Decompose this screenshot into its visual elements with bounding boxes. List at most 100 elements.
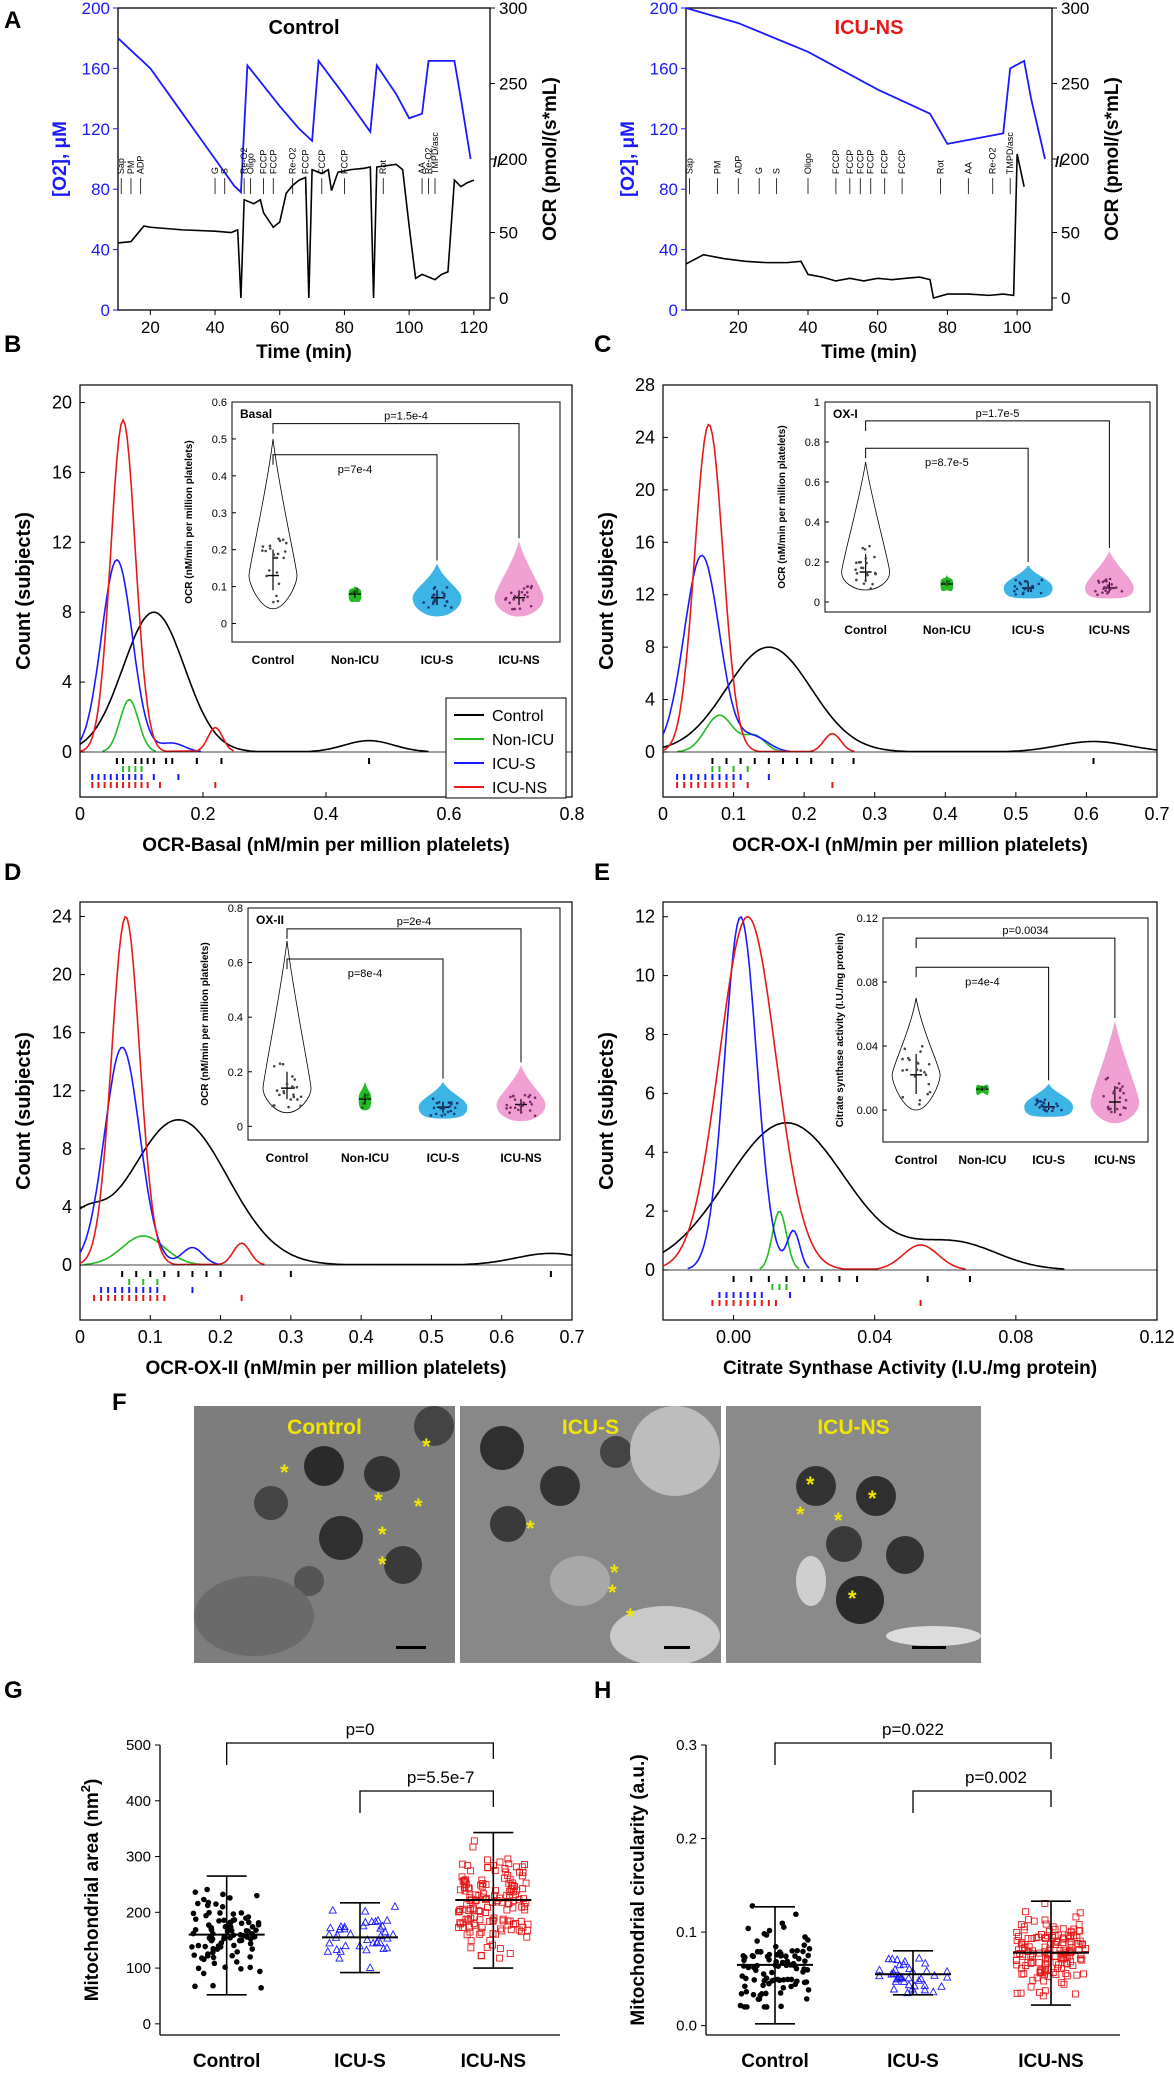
asterisk: * xyxy=(626,1604,635,1629)
violin-point xyxy=(434,1112,438,1116)
data-point xyxy=(325,1938,334,1947)
violin-point xyxy=(1043,1105,1047,1109)
data-point xyxy=(247,1964,253,1971)
violin-point xyxy=(1034,1103,1038,1106)
data-point xyxy=(521,1861,529,1869)
violin-point xyxy=(1101,580,1105,584)
data-point xyxy=(234,1949,240,1955)
data-point xyxy=(1057,1954,1065,1962)
significance-bracket xyxy=(915,966,1050,1081)
violin-point xyxy=(1023,579,1027,583)
violin-point xyxy=(854,568,857,571)
panel-a: A 20 40 60 80 100 120040801201602002002503000… xyxy=(4,0,1123,363)
data-point xyxy=(928,1987,938,1996)
data-point xyxy=(483,1943,491,1951)
data-point xyxy=(221,1917,227,1924)
scale-bar xyxy=(912,1646,946,1649)
y-tick-label: 500 xyxy=(126,1737,151,1754)
data-point xyxy=(497,1925,504,1933)
panel-letter-g: G xyxy=(4,1677,23,1704)
violin-point xyxy=(509,1106,512,1109)
violin-point xyxy=(273,556,277,560)
p-value: p=0.022 xyxy=(882,1720,944,1739)
data-point xyxy=(253,1927,259,1933)
inset-category-label: ICU-S xyxy=(1012,623,1045,637)
violin-point xyxy=(445,600,449,604)
violin-point xyxy=(512,1094,515,1098)
data-point xyxy=(942,1972,952,1981)
data-point xyxy=(484,1903,491,1911)
violin-point xyxy=(287,1105,290,1109)
data-point xyxy=(475,1907,483,1915)
injection-label: S xyxy=(220,168,230,174)
violin-point xyxy=(533,1096,537,1099)
injection-label: S xyxy=(772,168,782,174)
data-point xyxy=(476,1916,484,1924)
density-curve-icu-s xyxy=(687,915,810,1270)
data-point xyxy=(1019,1950,1026,1958)
violin-point xyxy=(533,1114,537,1118)
violin-point xyxy=(1013,589,1016,593)
x-axis-label: OCR-OX-II (nM/min per million platelets) xyxy=(145,1358,506,1379)
violin-point xyxy=(859,560,863,564)
data-point xyxy=(1021,1941,1029,1948)
plot-frame xyxy=(662,901,1158,1321)
legend-label: ICU-NS xyxy=(492,780,547,797)
violin-point xyxy=(513,1098,517,1101)
data-point xyxy=(204,1886,210,1893)
data-point xyxy=(1041,1987,1049,1995)
violin-point xyxy=(1106,1105,1110,1109)
data-point xyxy=(897,1973,907,1982)
data-point xyxy=(1072,1913,1080,1921)
inset-y-tick-label: 0.8 xyxy=(805,437,820,449)
violin-point xyxy=(511,607,514,611)
violin-point xyxy=(530,584,533,588)
violin xyxy=(841,461,891,591)
violin-point xyxy=(1115,1107,1119,1111)
inset-y-tick-label: 0.8 xyxy=(228,903,243,915)
data-point xyxy=(519,1923,527,1931)
data-point xyxy=(257,1968,263,1975)
violin-point xyxy=(1040,1104,1044,1108)
data-point xyxy=(506,1950,514,1957)
panel-letter-c: C xyxy=(594,331,611,358)
violin-point xyxy=(361,1102,365,1105)
inset-y-tick-label: 0.2 xyxy=(212,545,227,557)
data-point xyxy=(518,1863,526,1871)
violin-point xyxy=(1119,1113,1122,1117)
inset-y-tick-label: 1 xyxy=(814,397,820,409)
chart-d: 0 0.1 0.2 0.3 0.4 0.5 0.6 0.7 0 4 8 12 16 20 24 OCR-OX-… xyxy=(13,901,585,1379)
violin-point xyxy=(1115,1086,1119,1090)
panel-letter-h: H xyxy=(594,1677,611,1704)
inset-y-tick-label: 0.3 xyxy=(212,508,227,520)
inset-title: Basal xyxy=(240,407,272,421)
asterisk: * xyxy=(796,1502,805,1527)
violin-point xyxy=(517,595,520,598)
x-tick-label: 0.1 xyxy=(721,804,746,824)
data-point xyxy=(1060,1980,1068,1988)
inset-title: OX-I xyxy=(833,407,858,421)
violin-point xyxy=(865,571,869,575)
violin-point xyxy=(1104,1077,1108,1081)
data-point xyxy=(455,1924,463,1931)
violin-point xyxy=(278,1093,281,1097)
y-tick-label-right: 250 xyxy=(499,75,527,94)
y-tick-label: 8 xyxy=(645,637,655,657)
data-point xyxy=(467,1937,475,1945)
data-point xyxy=(1051,1925,1059,1933)
data-point xyxy=(761,1931,768,1937)
chart-b: 0 0.2 0.4 0.6 0.8 0 4 8 12 16 20 OCR-Basal (nM/min … xyxy=(13,384,585,856)
inset-category-label: Non-ICU xyxy=(923,623,971,637)
data-point xyxy=(780,1984,787,1991)
data-point xyxy=(199,1955,205,1961)
y-axis-label: Mitochondrial area (nm2) xyxy=(78,1779,103,2002)
data-point xyxy=(893,1973,903,1982)
violin-point xyxy=(450,606,453,609)
data-point xyxy=(214,1946,221,1952)
data-point xyxy=(802,1958,808,1964)
violin-point xyxy=(441,591,444,594)
violin xyxy=(248,438,298,610)
violin-point xyxy=(871,582,874,586)
data-point xyxy=(506,1892,513,1900)
inset-y-tick-label: 0.6 xyxy=(805,477,820,489)
